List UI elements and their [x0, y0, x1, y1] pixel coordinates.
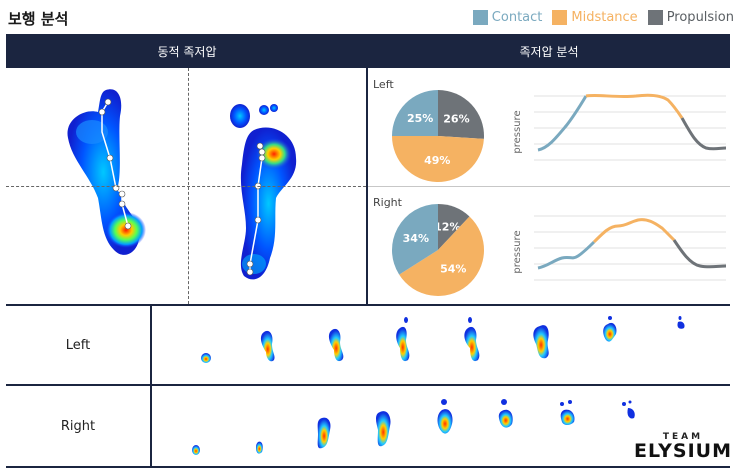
right-pie-propulsion-label: 12% [434, 220, 460, 233]
table-middle-border [6, 384, 730, 386]
left-pie-propulsion-slice [438, 90, 484, 139]
section-header-bar: 동적 족저압 족저압 분석 [6, 34, 730, 68]
brand-team-text: TEAM [662, 432, 704, 442]
right-footprint [230, 104, 297, 280]
right-pie-midstance-slice [399, 216, 484, 296]
pressure-analysis-header: 족저압 분석 [519, 44, 579, 59]
left-propulsion-line [680, 117, 727, 151]
left-phase-pie: 26% 49% 25% [392, 90, 484, 183]
quadrant-divider-horizontal [6, 186, 366, 187]
left-contact-line [537, 95, 588, 152]
analysis-left-label: Left [373, 78, 394, 91]
step-sequence-footprints [192, 316, 685, 455]
legend-propulsion-label: Propulsion [666, 10, 734, 25]
right-ylabel: pressure [512, 230, 523, 273]
left-midstance-line [585, 93, 684, 119]
phase-legend: Contact Midstance Propulsion [472, 10, 734, 25]
contact-swatch [472, 10, 488, 25]
left-row-divider [150, 304, 152, 384]
right-pie-contact-label: 34% [403, 232, 429, 245]
legend-contact: Contact [472, 10, 543, 25]
right-phase-pie: 12% 54% 34% [392, 204, 484, 296]
analysis-row-divider [368, 186, 730, 187]
left-ylabel: pressure [512, 110, 523, 153]
brand-name-text: ELYSIUM [634, 440, 732, 462]
left-pie-contact-label: 25% [407, 112, 433, 125]
left-pie-midstance-slice [392, 136, 484, 183]
table-top-border [6, 304, 730, 306]
right-contact-line [537, 240, 596, 270]
analysis-right-label: Right [373, 196, 402, 209]
top-panel: Left 26% 49% 25% pressure Right 12% 54% 34% … [6, 68, 730, 304]
dynamic-pressure-header: 동적 족저압 [157, 44, 217, 59]
dynamic-footprints [67, 89, 297, 280]
midstance-swatch [552, 10, 568, 25]
left-step-frames [201, 316, 685, 363]
propulsion-swatch [647, 10, 663, 25]
left-pressure-chart: pressure [512, 93, 727, 161]
panel-divider [366, 68, 368, 304]
left-pie-contact-slice [392, 90, 438, 136]
right-step-frames [192, 399, 635, 455]
right-pie-midstance-label: 54% [440, 262, 466, 275]
right-row-label: Right [60, 418, 96, 434]
legend-contact-label: Contact [491, 10, 543, 25]
right-midstance-line [592, 218, 676, 244]
left-pie-midstance-label: 49% [424, 154, 450, 167]
legend-midstance: Midstance [552, 10, 638, 25]
right-row-divider [150, 386, 152, 466]
step-sequence-table: Left Right [6, 304, 730, 468]
left-footprint [67, 89, 146, 255]
right-propulsion-line [672, 239, 727, 269]
left-pie-propulsion-label: 26% [443, 113, 469, 126]
legend-midstance-label: Midstance [571, 10, 638, 25]
right-pressure-chart: pressure [512, 215, 727, 281]
right-pie-propulsion-slice [438, 204, 470, 250]
legend-propulsion: Propulsion [647, 10, 734, 25]
right-pie-contact-slice [392, 204, 438, 275]
team-elysium-logo: TEAM ELYSIUM [634, 432, 732, 462]
left-row-label: Left [65, 337, 91, 353]
page-title: 보행 분석 [8, 10, 69, 28]
table-bottom-border [6, 466, 730, 468]
